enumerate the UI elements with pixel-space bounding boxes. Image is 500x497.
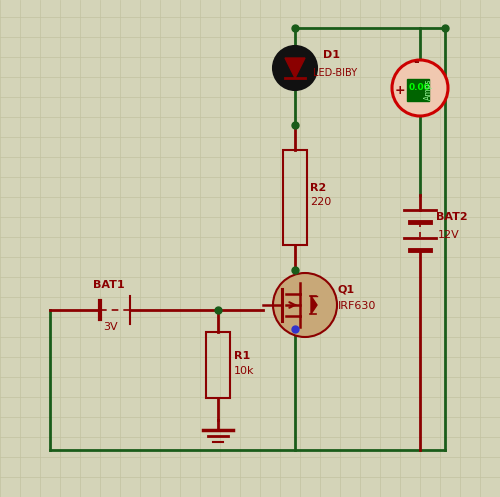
Circle shape [392,60,448,116]
Text: R2: R2 [310,183,326,193]
Text: +: + [395,84,406,97]
Text: 10k: 10k [234,366,254,376]
Text: 3V: 3V [103,322,118,332]
Circle shape [273,46,317,90]
Text: -: - [413,55,419,69]
Text: LED-BIBY: LED-BIBY [313,68,357,78]
Text: BAT2: BAT2 [436,212,468,222]
Polygon shape [311,296,317,314]
Text: 220: 220 [310,197,331,207]
Bar [206,332,230,398]
Text: D1: D1 [323,50,340,60]
Bar [407,79,429,101]
Text: Q1: Q1 [338,285,355,295]
Text: R1: R1 [234,351,250,361]
Bar [283,150,307,245]
Text: 12V: 12V [438,230,460,240]
Text: 0.00: 0.00 [409,83,431,92]
Text: Amps: Amps [424,79,433,100]
Polygon shape [285,58,305,78]
Circle shape [273,273,337,337]
Text: BAT1: BAT1 [93,280,124,290]
Text: IRF630: IRF630 [338,301,376,311]
